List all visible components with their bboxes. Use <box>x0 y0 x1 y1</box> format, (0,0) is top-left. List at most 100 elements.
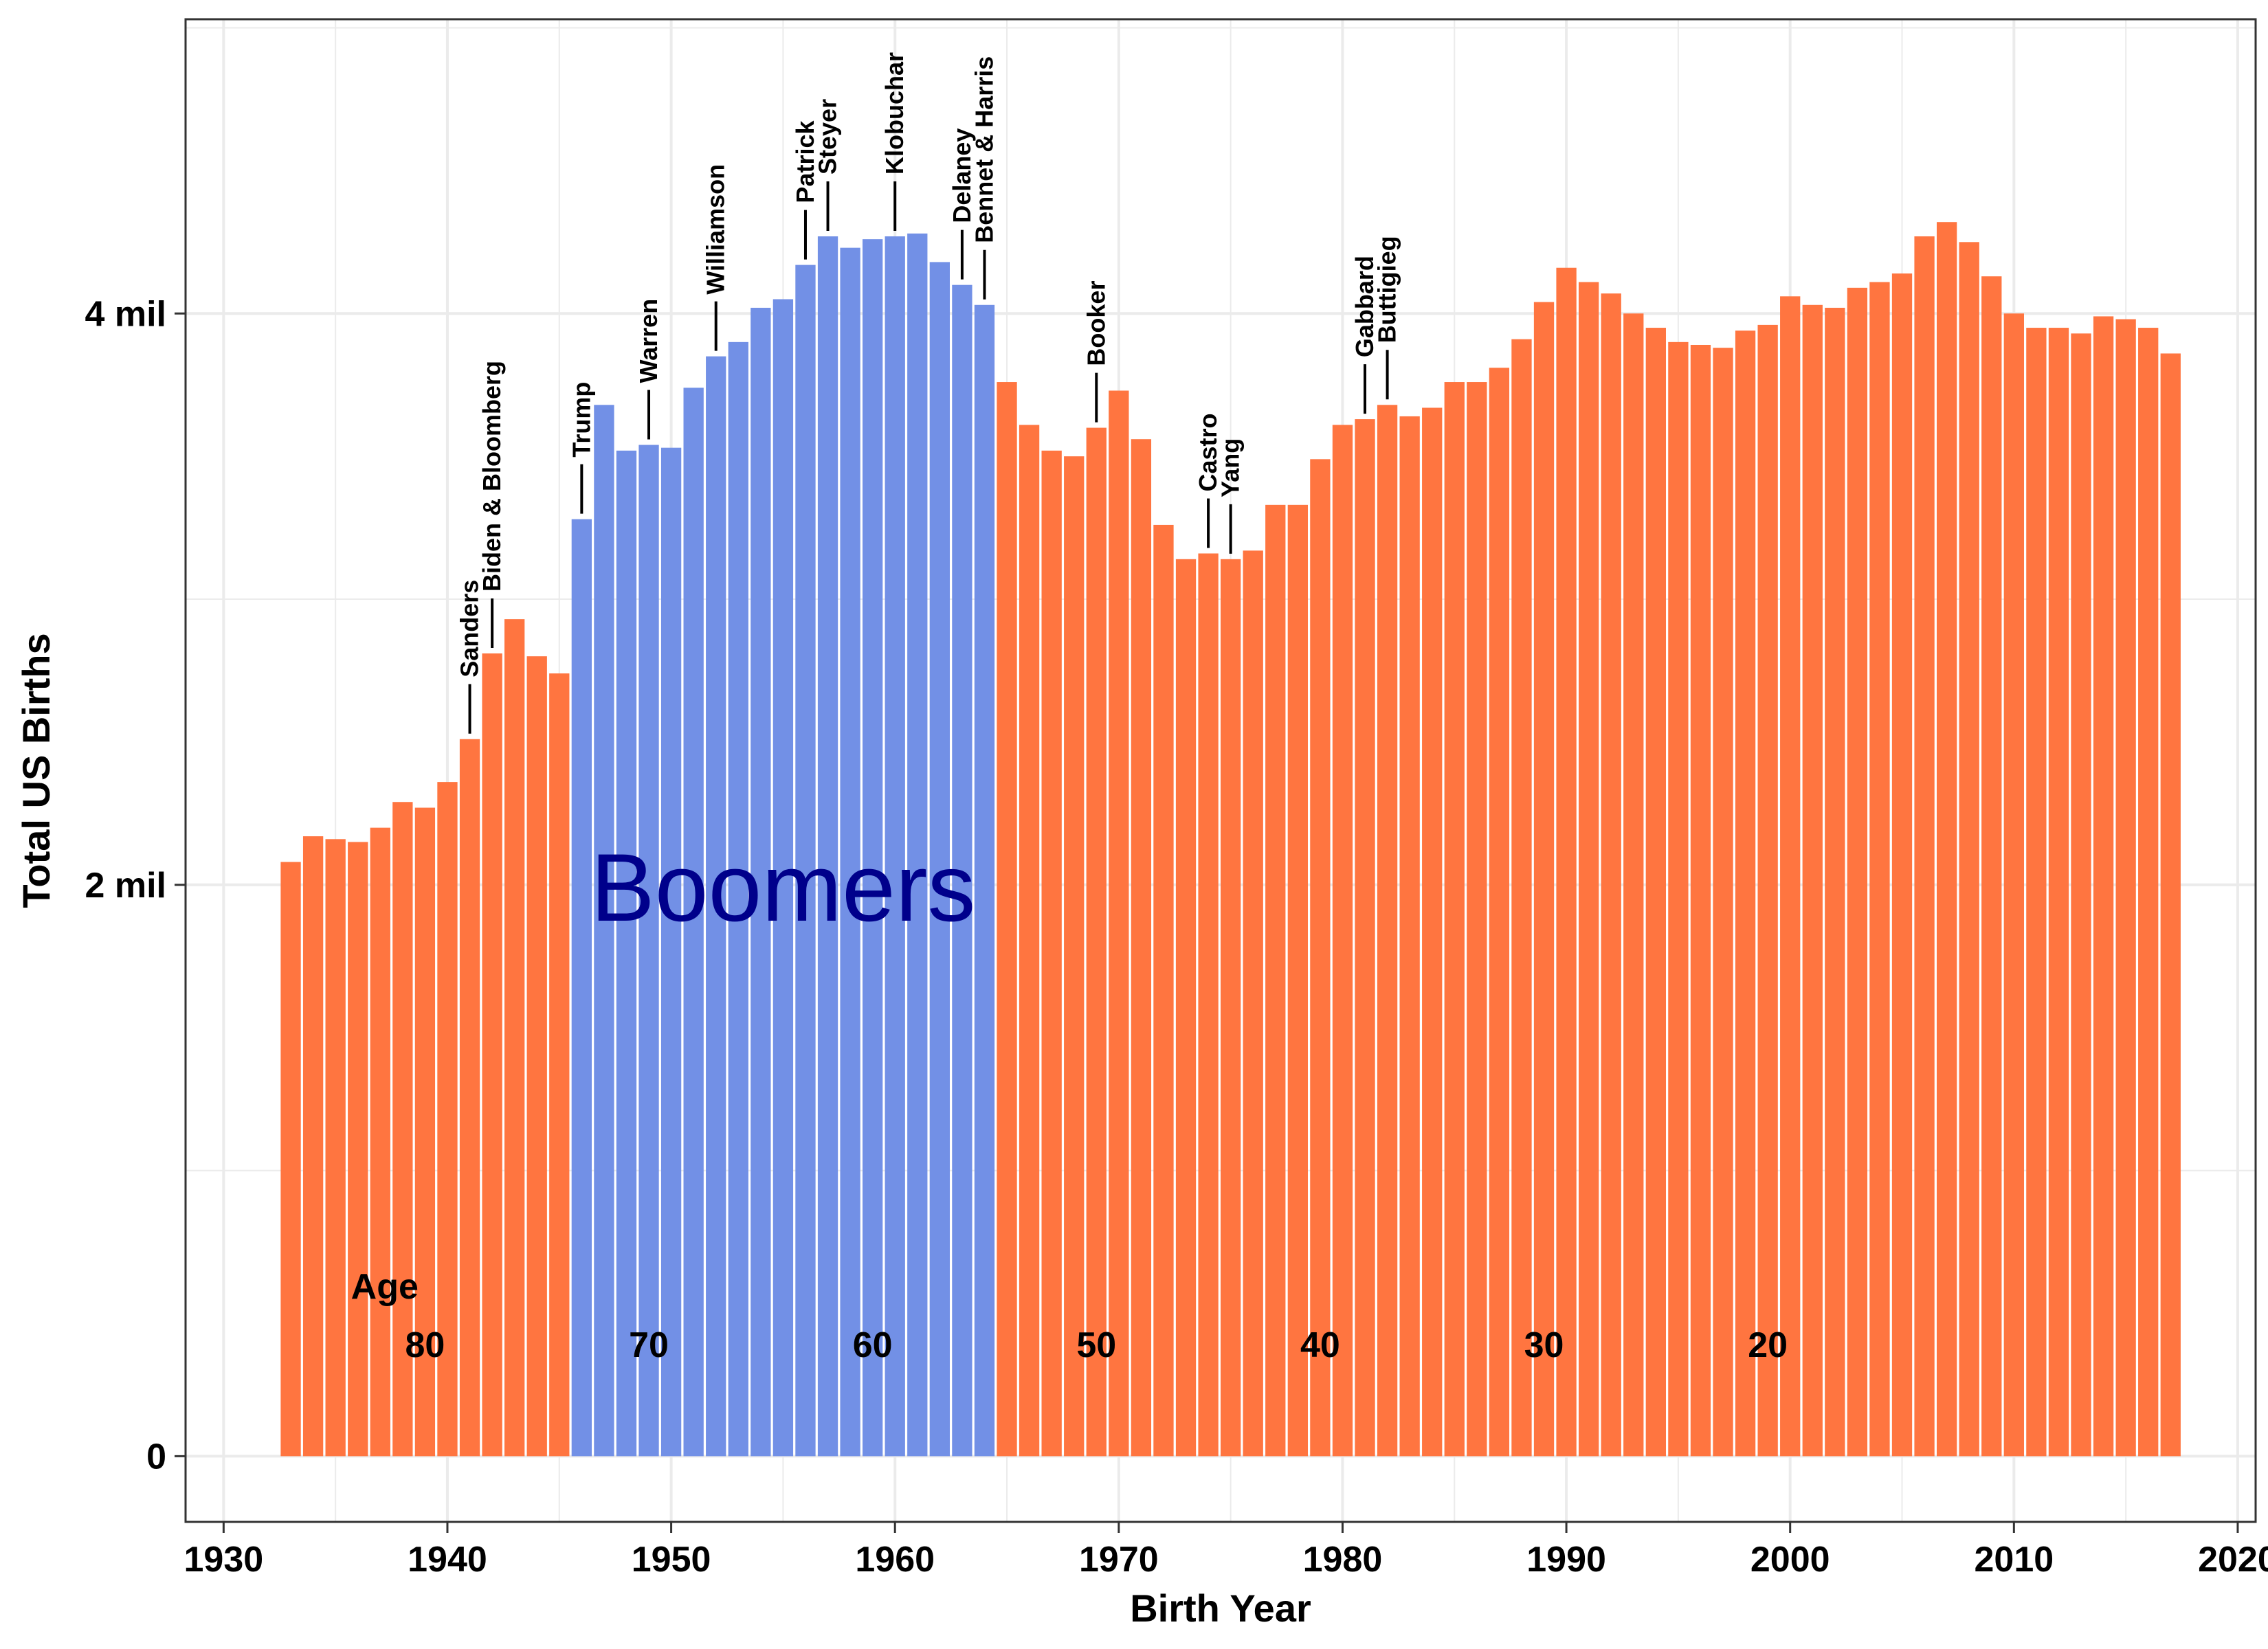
bar <box>1735 330 1756 1457</box>
x-tick-label: 1980 <box>1303 1540 1383 1580</box>
bar <box>683 388 704 1457</box>
annotation-label: Patrick <box>791 120 819 203</box>
bar <box>885 236 905 1457</box>
bar <box>1623 313 1644 1457</box>
bar <box>280 862 301 1457</box>
bar <box>1109 390 1129 1457</box>
bar <box>1802 304 1823 1457</box>
bar <box>1444 382 1465 1457</box>
bar <box>952 284 972 1457</box>
plot-border <box>184 18 2257 1523</box>
annotation-label: Steyer <box>814 99 842 175</box>
age-label: 20 <box>1748 1325 1788 1365</box>
bar <box>974 304 995 1457</box>
bar <box>1936 222 1957 1457</box>
bar <box>1310 459 1331 1457</box>
x-tick-label: 1990 <box>1526 1540 1606 1580</box>
bar <box>1489 368 1510 1457</box>
bar <box>392 802 413 1457</box>
age-label: 60 <box>853 1325 893 1365</box>
x-axis-title: Birth Year <box>1130 1586 1311 1630</box>
annotation-label: Bennet & Harris <box>970 56 998 243</box>
bar <box>571 519 592 1457</box>
x-tick-label: 2010 <box>1974 1540 2054 1580</box>
bar <box>1556 267 1577 1457</box>
bar <box>1713 348 1733 1457</box>
x-tick-label: 1960 <box>855 1540 935 1580</box>
bar <box>1422 407 1443 1457</box>
bar <box>1221 559 1241 1457</box>
x-tick-label: 1930 <box>184 1540 264 1580</box>
annotation-label: Warren <box>634 299 663 383</box>
bar <box>616 450 637 1457</box>
bar <box>1131 439 1152 1457</box>
annotation-label: Williamson <box>702 164 730 295</box>
bar <box>1377 405 1398 1457</box>
bar <box>997 382 1017 1457</box>
bar <box>660 447 682 1457</box>
bar <box>2115 319 2136 1457</box>
bar <box>1825 307 1845 1457</box>
bar <box>1780 296 1801 1457</box>
bar <box>1355 419 1375 1457</box>
bar <box>929 262 950 1457</box>
bar <box>414 807 436 1457</box>
bar <box>840 247 860 1457</box>
bar <box>1847 287 1868 1457</box>
bar <box>751 307 771 1457</box>
annotation-label: Delaney <box>948 128 976 223</box>
bar <box>1019 425 1040 1457</box>
annotation-label: Yang <box>1216 438 1245 497</box>
age-label: 30 <box>1524 1325 1564 1365</box>
bar <box>2048 328 2069 1457</box>
bar <box>1175 559 1197 1457</box>
annotation-label: Booker <box>1082 281 1110 366</box>
bar <box>1265 504 1286 1457</box>
x-tick-label: 1970 <box>1079 1540 1159 1580</box>
bar <box>1757 324 1778 1457</box>
annotation-label: Biden & Bloomberg <box>478 361 506 592</box>
bar <box>863 239 883 1457</box>
bar <box>325 839 346 1457</box>
bar <box>504 619 525 1457</box>
y-tick-label: 2 mil <box>85 866 167 906</box>
annotation-label: Sanders <box>456 580 484 677</box>
bar <box>638 445 659 1457</box>
bar <box>817 236 838 1457</box>
bar <box>728 341 748 1457</box>
bar <box>459 739 480 1457</box>
bar <box>1511 339 1532 1457</box>
axes: 1930 1940 1950 1960 1970 1980 1990 2000 2010 2020… <box>85 294 2268 1580</box>
bar <box>348 842 368 1457</box>
bar <box>1332 425 1353 1457</box>
bar <box>2071 333 2091 1457</box>
bar <box>2160 353 2181 1457</box>
bar <box>1690 344 1711 1457</box>
bar <box>526 656 547 1457</box>
age-labels: Age 80 70 60 50 40 30 20 <box>351 1267 1788 1365</box>
bar <box>1153 524 1174 1457</box>
bar <box>2093 316 2114 1457</box>
bar <box>1467 382 1487 1457</box>
bar <box>1959 242 1979 1457</box>
bar <box>1668 341 1689 1457</box>
annotation-label: Klobuchar <box>880 52 909 175</box>
bar <box>1914 236 1935 1457</box>
bar <box>1399 416 1420 1457</box>
bar <box>1869 282 1890 1457</box>
bar <box>1981 276 2002 1457</box>
age-label: 80 <box>405 1325 445 1365</box>
annotation-label: Trump <box>567 382 595 458</box>
annotation-label: Buttigieg <box>1373 236 1401 343</box>
bar <box>1041 450 1062 1457</box>
bars <box>280 222 2181 1457</box>
bar <box>1645 328 1666 1457</box>
y-tick-label: 0 <box>146 1437 166 1477</box>
boomers-label: Boomers <box>590 833 975 941</box>
age-title: Age <box>351 1267 419 1307</box>
y-tick-label: 4 mil <box>85 294 167 334</box>
annotation-label: Gabbard <box>1350 256 1379 357</box>
bar <box>1064 456 1085 1457</box>
x-tick-label: 2000 <box>1750 1540 1830 1580</box>
